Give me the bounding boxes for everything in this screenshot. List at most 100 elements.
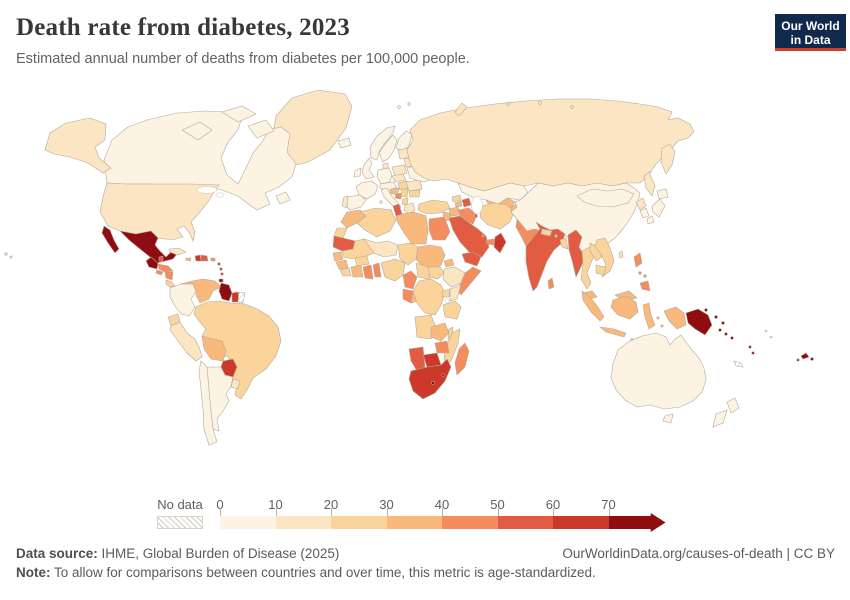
country-saudi-arabia[interactable]	[449, 216, 489, 257]
country-canada-islands[interactable]	[182, 106, 290, 204]
country-south-sudan[interactable]	[428, 267, 444, 279]
country-solomon-islands[interactable]	[719, 329, 734, 340]
country-greece[interactable]	[404, 203, 415, 214]
country-norway[interactable]	[370, 103, 410, 160]
country-lesser-antilles[interactable]	[218, 263, 224, 276]
country-indonesia[interactable]	[582, 291, 686, 344]
country-north-korea[interactable]	[636, 198, 646, 210]
country-philippines[interactable]	[634, 253, 650, 291]
country-cambodia[interactable]	[596, 265, 606, 275]
country-sri-lanka[interactable]	[548, 278, 554, 289]
country-bulgaria[interactable]	[409, 190, 420, 197]
legend-bin-30-40[interactable]	[386, 516, 442, 529]
country-bangladesh[interactable]	[560, 238, 568, 249]
country-venezuela[interactable]	[181, 279, 221, 303]
legend-bin-0-10[interactable]	[220, 516, 276, 529]
country-guinea[interactable]	[336, 260, 348, 269]
country-cuba[interactable]	[169, 248, 186, 255]
country-iceland[interactable]	[338, 138, 351, 148]
country-united-states[interactable]	[5, 118, 219, 258]
country-romania[interactable]	[406, 180, 422, 191]
country-georgia[interactable]	[452, 195, 461, 202]
country-mauritania[interactable]	[333, 236, 355, 251]
country-peru[interactable]	[170, 322, 202, 361]
country-ireland[interactable]	[354, 168, 361, 177]
country-algeria[interactable]	[357, 208, 396, 237]
country-yemen[interactable]	[462, 252, 481, 266]
country-trinidad-and-tobago[interactable]	[219, 279, 223, 282]
country-burkina-faso[interactable]	[355, 256, 369, 266]
country-france[interactable]	[356, 181, 378, 199]
country-zimbabwe[interactable]	[435, 341, 449, 353]
owid-logo[interactable]: Our World in Data	[775, 14, 846, 51]
country-french-guiana[interactable]	[238, 292, 245, 303]
country-nepal[interactable]	[541, 229, 552, 236]
country-new-caledonia[interactable]	[734, 361, 743, 367]
country-belize[interactable]	[159, 256, 163, 262]
country-germany[interactable]	[377, 168, 392, 184]
country-eswatini[interactable]	[442, 374, 445, 377]
country-bhutan[interactable]	[555, 235, 558, 238]
country-new-zealand[interactable]	[713, 398, 739, 427]
country-sudan[interactable]	[416, 245, 445, 271]
country-czechia[interactable]	[392, 174, 406, 182]
country-vanuatu[interactable]	[749, 346, 755, 355]
country-egypt[interactable]	[429, 217, 450, 240]
country-kuwait[interactable]	[475, 215, 478, 218]
country-dominican-republic[interactable]	[201, 255, 208, 261]
country-australia[interactable]	[611, 333, 706, 423]
country-united-kingdom[interactable]	[362, 158, 374, 179]
country-sweden[interactable]	[379, 135, 397, 162]
country-fiji[interactable]	[797, 353, 814, 361]
country-united-arab-emirates[interactable]	[486, 239, 495, 245]
country-argentina[interactable]	[207, 367, 233, 431]
country-south-africa[interactable]	[409, 359, 451, 399]
legend-bin-10-20[interactable]	[275, 516, 331, 529]
legend-bin-60-70[interactable]	[553, 516, 609, 529]
country-turkey[interactable]	[418, 200, 450, 214]
country-el-salvador[interactable]	[156, 270, 163, 275]
country-ghana[interactable]	[363, 265, 373, 279]
country-niger[interactable]	[364, 239, 398, 257]
legend-bin-70+[interactable]	[608, 513, 666, 532]
country-cote-divoire[interactable]	[351, 265, 363, 277]
country-portugal[interactable]	[342, 196, 348, 208]
country-serbia[interactable]	[401, 189, 408, 197]
country-honduras[interactable]	[158, 264, 173, 272]
country-madagascar[interactable]	[455, 343, 469, 375]
country-uruguay[interactable]	[231, 379, 240, 389]
country-lesotho[interactable]	[431, 381, 434, 384]
country-south-korea[interactable]	[640, 208, 649, 218]
country-cameroon[interactable]	[403, 271, 417, 289]
legend-bin-50-60[interactable]	[497, 516, 553, 529]
country-bosnia[interactable]	[395, 193, 402, 199]
country-nicaragua[interactable]	[165, 272, 173, 280]
country-poland[interactable]	[392, 165, 407, 176]
country-colombia[interactable]	[170, 284, 196, 316]
country-greenland[interactable]	[272, 90, 352, 166]
country-qatar[interactable]	[482, 235, 484, 237]
country-zambia[interactable]	[431, 323, 449, 341]
legend-bin-40-50[interactable]	[442, 516, 498, 529]
country-somalia[interactable]	[457, 267, 481, 295]
country-tanzania[interactable]	[443, 301, 461, 319]
country-sierra-leone[interactable]	[340, 268, 351, 276]
country-armenia[interactable]	[455, 201, 462, 207]
country-puerto-rico[interactable]	[211, 258, 215, 261]
country-papua-new-guinea[interactable]	[686, 309, 725, 336]
country-bolivia[interactable]	[202, 336, 226, 361]
country-uganda[interactable]	[442, 289, 450, 297]
country-costa-rica[interactable]	[166, 280, 175, 287]
legend-no-data-swatch[interactable]	[157, 516, 203, 529]
legend-bin-20-30[interactable]	[331, 516, 387, 529]
country-senegal[interactable]	[333, 252, 343, 261]
country-jamaica[interactable]	[186, 258, 191, 261]
country-haiti[interactable]	[195, 255, 201, 261]
country-guyana[interactable]	[219, 283, 232, 301]
country-guatemala[interactable]	[146, 257, 158, 269]
country-oman[interactable]	[494, 233, 506, 253]
country-botswana[interactable]	[423, 353, 441, 367]
country-vietnam[interactable]	[595, 238, 614, 277]
country-pacific-islands[interactable]	[765, 330, 772, 338]
country-russia[interactable]	[407, 99, 694, 196]
